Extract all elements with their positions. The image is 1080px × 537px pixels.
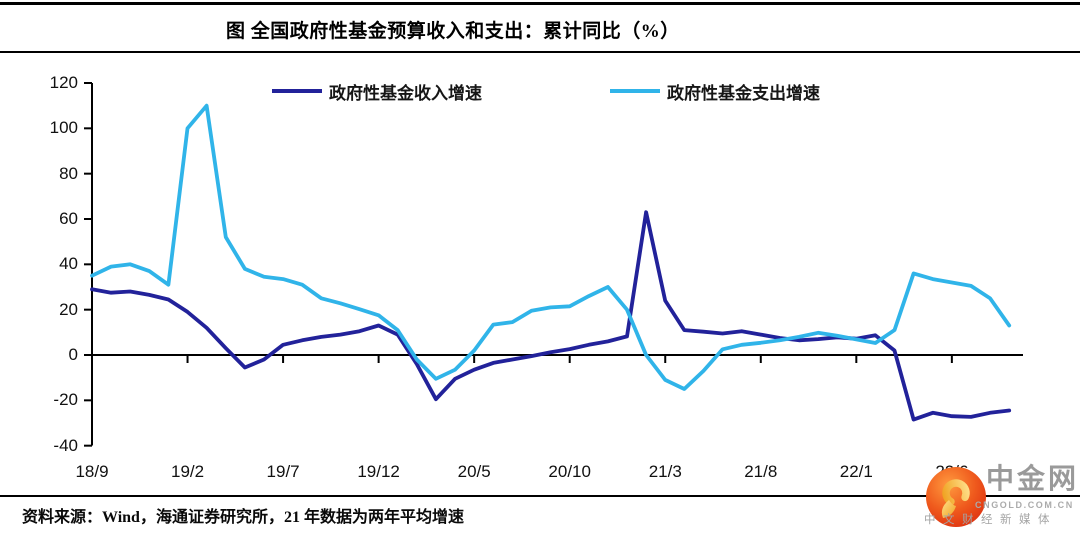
x-tick-label: 19/12 [357,462,400,481]
chart-bottom-rule [0,495,1080,497]
x-tick-label: 19/2 [170,462,205,481]
watermark-brand-text: 中金网 [986,464,1080,495]
x-tick-label: 20/5 [457,462,491,481]
expenditure-line-swatch [610,89,660,93]
y-tick-label: 0 [68,345,78,364]
legend-label-expenditure: 政府性基金支出增速 [667,83,820,103]
y-tick-label: 40 [59,254,78,274]
source-note: 资料来源：Wind，海通证券研究所，21 年数据为两年平均增速 [22,509,464,526]
x-tick-label: 19/7 [266,462,300,481]
watermark-domain-text: CNGOLD.COM.CN [975,500,1074,510]
revenue-line-swatch [272,89,322,93]
cngold-logo-icon [926,467,986,527]
x-tick-label: 20/10 [548,462,591,481]
y-tick-label: 120 [49,72,78,92]
y-tick-label: 100 [49,118,78,138]
y-tick-label: -20 [53,390,78,410]
title-separator-rule [0,51,1080,53]
cngold-watermark: 中金网 CNGOLD.COM.CN 中文财经新媒体 [898,453,1080,537]
watermark-tagline-text: 中文财经新媒体 [924,514,1057,526]
legend-label-revenue: 政府性基金收入增速 [329,83,482,103]
x-tick-label: 21/8 [744,462,778,481]
legend-item-revenue: 政府性基金收入增速 [272,81,482,103]
y-tick-label: -40 [53,435,78,455]
x-tick-label: 22/1 [839,462,873,481]
top-border-rule [0,2,1080,5]
x-tick-label: 18/9 [75,462,109,481]
x-tick-label: 21/3 [648,462,682,481]
legend-item-expenditure: 政府性基金支出增速 [610,81,820,103]
y-tick-label: 80 [59,163,78,183]
y-tick-label: 20 [59,299,78,319]
y-tick-label: 60 [59,208,78,228]
chart-title: 图 全国政府性基金预算收入和支出：累计同比（%） [226,21,680,42]
